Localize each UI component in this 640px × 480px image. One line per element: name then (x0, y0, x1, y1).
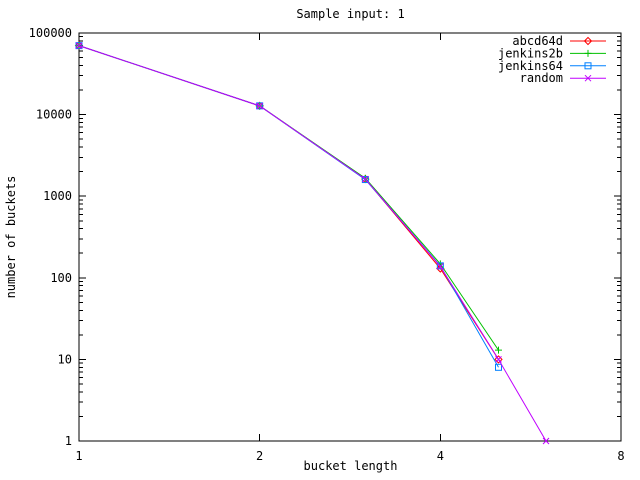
square-marker (436, 262, 444, 270)
legend-item-abcd64d: abcd64d (512, 34, 606, 48)
series-jenkins2b (75, 42, 502, 354)
x-marker (75, 42, 83, 49)
square-marker (361, 176, 369, 184)
series-jenkins64 (75, 42, 502, 371)
square-marker (75, 42, 83, 50)
x-marker (542, 437, 550, 445)
x-axis-label: bucket length (303, 459, 398, 473)
x-tick-label: 4 (437, 449, 444, 463)
legend-label: jenkins64 (498, 59, 563, 73)
y-axis-label: number of buckets (4, 175, 18, 299)
square-marker (256, 102, 264, 110)
plot-border (78, 32, 622, 442)
diamond-marker (255, 101, 264, 111)
x-marker (495, 356, 502, 363)
y-tick-label: 10000 (36, 108, 72, 122)
series-line-jenkins2b (78, 45, 499, 351)
y-tick-label: 10 (58, 352, 72, 366)
legend-item-random: random (520, 71, 606, 85)
square-marker (584, 62, 592, 70)
legend-label: abcd64d (512, 34, 563, 48)
legend-label: jenkins2b (498, 46, 563, 60)
series-abcd64d (74, 41, 503, 364)
y-tick-label: 100000 (29, 26, 72, 40)
y-tick-label: 1 (65, 434, 72, 448)
x-tick-label: 2 (256, 449, 263, 463)
x-marker (361, 175, 369, 183)
plus-marker (494, 346, 502, 354)
plus-marker (584, 49, 592, 57)
diamond-marker (583, 36, 593, 46)
series-line-jenkins64 (78, 45, 499, 368)
y-tick-label: 1000 (43, 189, 72, 203)
series-line-random (78, 45, 547, 442)
series-line-abcd64d (78, 45, 499, 360)
legend-item-jenkins64: jenkins64 (498, 59, 606, 73)
square-marker (494, 363, 502, 371)
y-tick-label: 100 (50, 271, 72, 285)
tick-labels: 1 10 100 1000 10000 100000 1 2 4 8 (29, 26, 625, 463)
series-random (75, 42, 550, 445)
legend-item-jenkins2b: jenkins2b (498, 46, 606, 60)
x-tick-label: 1 (75, 449, 82, 463)
legend-label: random (520, 71, 563, 85)
x-marker (584, 74, 592, 82)
x-tick-label: 8 (617, 449, 624, 463)
chart-title: Sample input: 1 (296, 7, 405, 21)
x-marker (256, 102, 264, 110)
axes (78, 32, 622, 442)
x-marker (436, 263, 444, 270)
